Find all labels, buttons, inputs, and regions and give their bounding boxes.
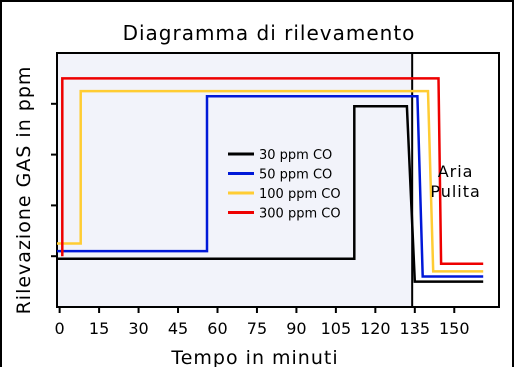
x-tick-label: 45 xyxy=(168,319,188,338)
x-axis-ticks: 0 15 30 45 60 75 90 105 120 135 150 xyxy=(55,307,470,338)
clean-air-label-line: Pulita xyxy=(430,182,480,201)
y-axis-label: Rilevazione GAS in ppm xyxy=(13,66,35,315)
x-tick-label: 90 xyxy=(286,319,306,338)
clean-air-label: Aria Pulita xyxy=(430,162,480,201)
series-layer xyxy=(57,77,484,283)
clean-air-label-line: Aria xyxy=(438,162,474,181)
chart-title: Diagramma di rilevamento xyxy=(123,21,416,45)
x-tick-label: 120 xyxy=(360,319,391,338)
x-tick-label: 105 xyxy=(321,319,352,338)
x-tick-label: 60 xyxy=(207,319,227,338)
legend-label: 30 ppm CO xyxy=(259,148,332,163)
legend: 30 ppm CO 50 ppm CO 100 ppm CO 300 ppm CO xyxy=(228,148,341,222)
x-tick-label: 135 xyxy=(400,319,431,338)
legend-label: 50 ppm CO xyxy=(259,168,332,183)
y-axis-ticks xyxy=(51,102,57,258)
x-tick-label: 30 xyxy=(128,319,148,338)
series-line xyxy=(57,89,484,273)
series-line xyxy=(57,105,484,283)
legend-label: 300 ppm CO xyxy=(259,207,341,222)
series-line xyxy=(57,94,484,278)
x-axis-label: Tempo in minuti xyxy=(170,347,338,367)
x-tick-label: 15 xyxy=(89,319,109,338)
x-tick-label: 0 xyxy=(55,319,65,338)
x-tick-label: 150 xyxy=(439,319,470,338)
x-tick-label: 75 xyxy=(247,319,267,338)
legend-label: 100 ppm CO xyxy=(259,187,341,202)
series-line xyxy=(61,77,484,266)
